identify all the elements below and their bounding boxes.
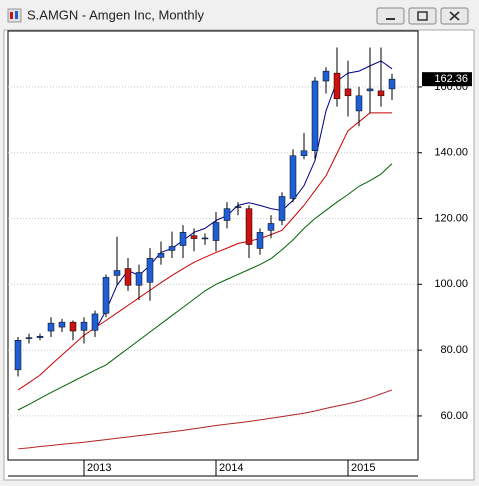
candle-body [355,95,363,112]
y-tick-label: 120.00 [434,212,468,224]
candle-body [47,322,55,332]
candle-body [80,321,88,331]
candle-body [168,246,176,251]
candle-body [146,258,154,283]
window-icon-bar [10,12,13,19]
candle-body [377,90,385,97]
close-icon [449,11,460,21]
window-icon [7,8,22,23]
candle-body [102,277,110,314]
candle-body [201,237,209,240]
minimize-button[interactable] [376,7,405,25]
candle-body [157,253,165,258]
candle-body [322,70,330,82]
maximize-button[interactable] [408,7,437,25]
candle-body [14,339,22,371]
y-tick-label: 60.00 [440,410,468,422]
candle-body [25,337,33,339]
candle-body [91,313,99,331]
moving-average-line [17,163,393,411]
last-price-label: 162.36 [434,73,468,85]
candle-body [36,336,44,338]
chart-title: S.AMGN - Amgen Inc, Monthly [27,7,205,22]
last-price-box [422,72,472,87]
moving-average-line [94,60,393,331]
candle-body [69,321,77,332]
candle-body [366,88,374,92]
y-tick-label: 100.00 [434,278,468,290]
candle-body [256,232,264,249]
candle-body [234,206,242,208]
candle-body [344,88,352,97]
candle-body [289,155,297,199]
candle-body [300,150,308,156]
window-icon-bar [15,11,18,19]
candle-body [135,272,143,286]
moving-average-line [17,112,392,391]
maximize-icon [417,11,428,21]
x-tick-label: 2014 [219,462,243,474]
y-tick-label: 80.00 [440,344,468,356]
candle-body [333,72,341,100]
x-tick-label: 2015 [351,462,375,474]
candle-body [388,78,396,90]
candle-body [245,208,253,245]
x-tick-label: 2013 [87,462,111,474]
candle-body [223,208,231,221]
candle-body [58,321,66,328]
candle-body [190,235,198,239]
candle-body [212,222,220,241]
candle-body [179,232,187,246]
y-tick-label: 140.00 [434,147,468,159]
candle-body [124,268,132,286]
candle-body [113,270,121,276]
moving-average-line [17,389,393,450]
candle-body [267,223,275,231]
plot-area [7,30,419,461]
candle-body [311,80,319,152]
candle-body [278,196,286,221]
window-buttons [376,7,469,25]
